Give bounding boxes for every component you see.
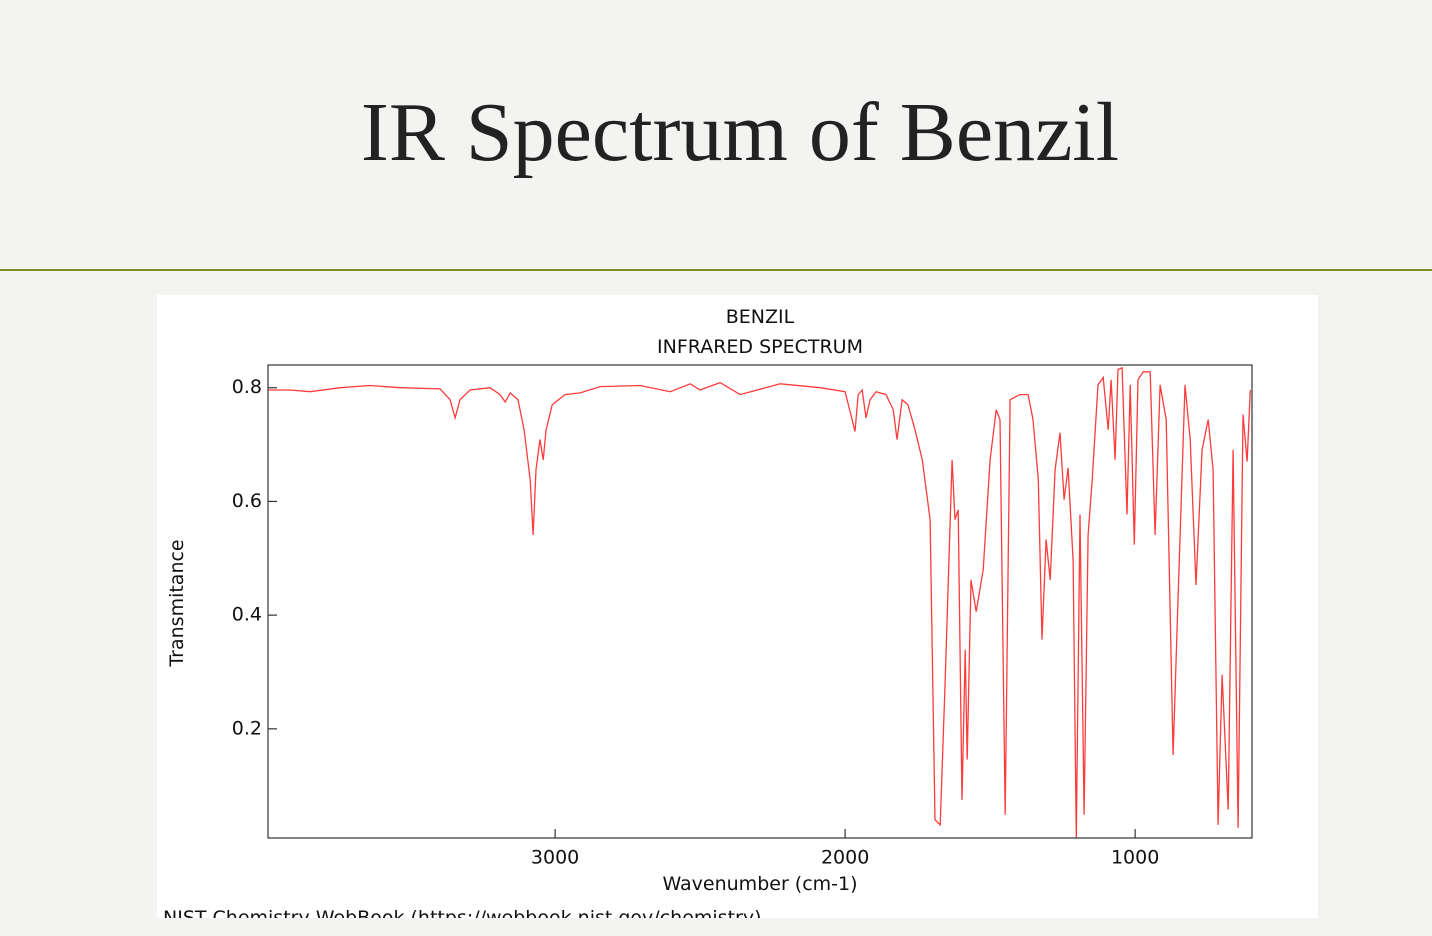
x-tick-label: 2000 bbox=[821, 847, 869, 869]
slide-title: IR Spectrum of Benzil bbox=[361, 86, 1119, 179]
chart-title: BENZIL bbox=[726, 306, 795, 328]
y-tick-label: 0.2 bbox=[232, 717, 262, 739]
plot: 0.2 0.4 0.6 0.8 3000 2000 1000 bbox=[232, 366, 1251, 869]
y-tick-label: 0.8 bbox=[232, 376, 262, 398]
chart-image bbox=[157, 295, 1318, 918]
y-tick-label: 0.4 bbox=[232, 604, 262, 626]
chart-subtitle: INFRARED SPECTRUM bbox=[657, 336, 863, 358]
spectrum-line bbox=[268, 366, 1251, 838]
x-axis-label: Wavenumber (cm-1) bbox=[662, 873, 857, 895]
y-tick-label: 0.6 bbox=[232, 490, 262, 512]
x-tick-label: 1000 bbox=[1111, 847, 1159, 869]
plot-frame bbox=[267, 364, 1253, 839]
source-group: NIST Chemistry WebBook (https://webbook.… bbox=[163, 907, 761, 929]
source-note: NIST Chemistry WebBook (https://webbook.… bbox=[163, 907, 761, 929]
y-axis-label: Transmitance bbox=[166, 539, 188, 667]
x-tick-label: 3000 bbox=[531, 847, 579, 869]
